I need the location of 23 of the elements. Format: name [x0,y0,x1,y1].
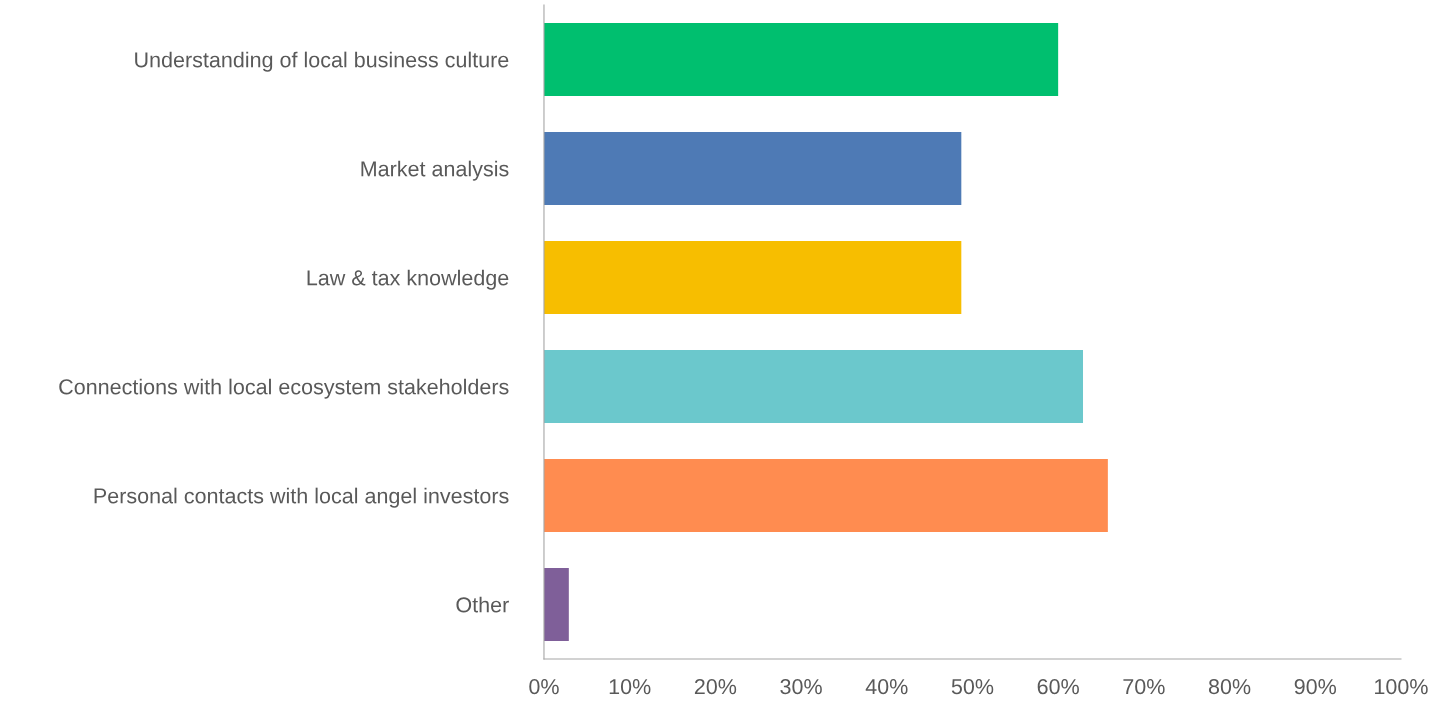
bar [543,22,1059,96]
bar [543,240,962,314]
x-tick-label: 70% [1123,678,1165,695]
y-tick-label: Law & tax knowledge [307,269,509,290]
x-tick-label: 100% [1375,678,1428,695]
y-tick-label: Connections with local ecosystem stakeholders [59,378,509,399]
bar [543,458,1108,532]
y-tick-label: Understanding of local business culture [135,51,509,72]
bar [543,131,962,205]
y-tick-label: Market analysis [361,160,509,181]
bar [543,567,569,641]
x-tick-label: 20% [694,678,737,695]
bar [543,349,1084,423]
y-tick-label: Personal contacts with local angel investors [94,487,509,508]
x-tick-label: 10% [609,678,651,695]
x-tick-label: 30% [780,678,822,695]
x-tick-label: 60% [1037,678,1079,695]
x-tick-label: 40% [865,678,908,695]
y-tick-label: Other [456,596,509,613]
x-tick-label: 50% [951,678,994,695]
x-tick-label: 80% [1208,678,1251,695]
x-tick-label: 90% [1294,678,1337,695]
x-tick-label: 0% [529,678,559,695]
